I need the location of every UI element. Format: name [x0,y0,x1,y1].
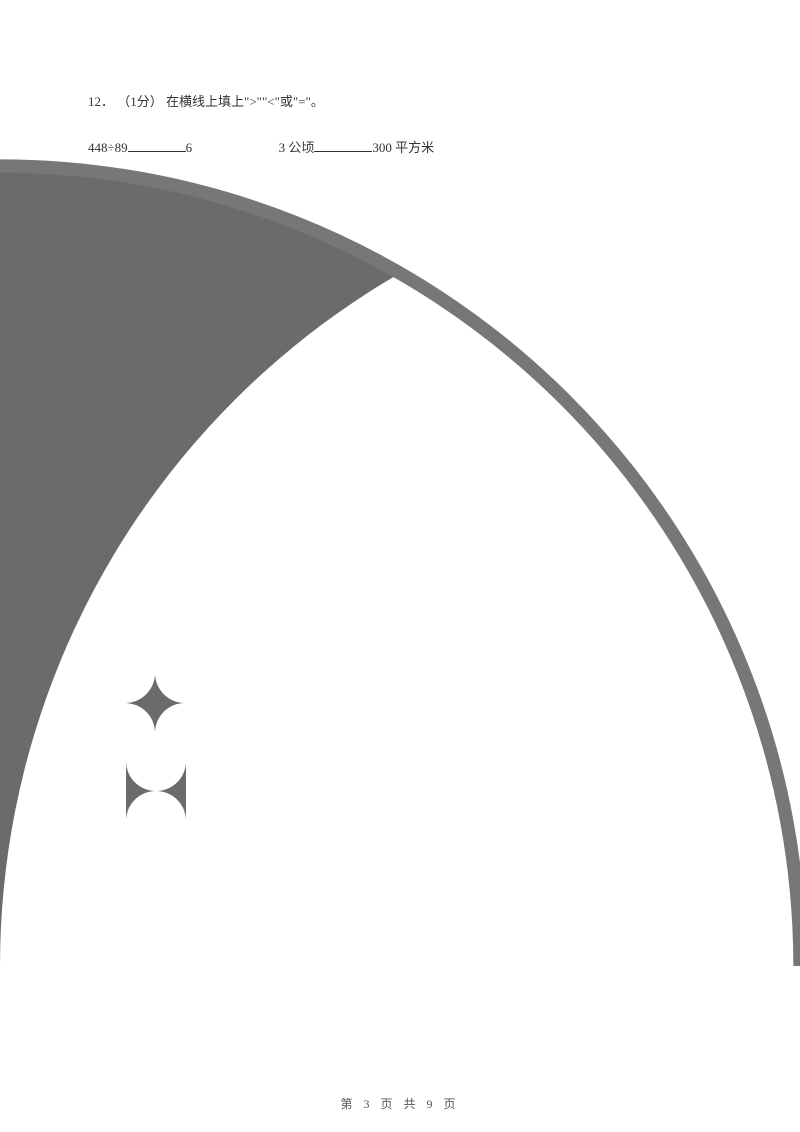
shape-d-icon [122,757,190,825]
shape-c-icon [121,669,189,737]
page-footer: 第 3 页 共 9 页 [0,1095,800,1112]
q14-choice-b[interactable]: B ． [88,581,712,649]
shape-b-icon [121,581,189,649]
